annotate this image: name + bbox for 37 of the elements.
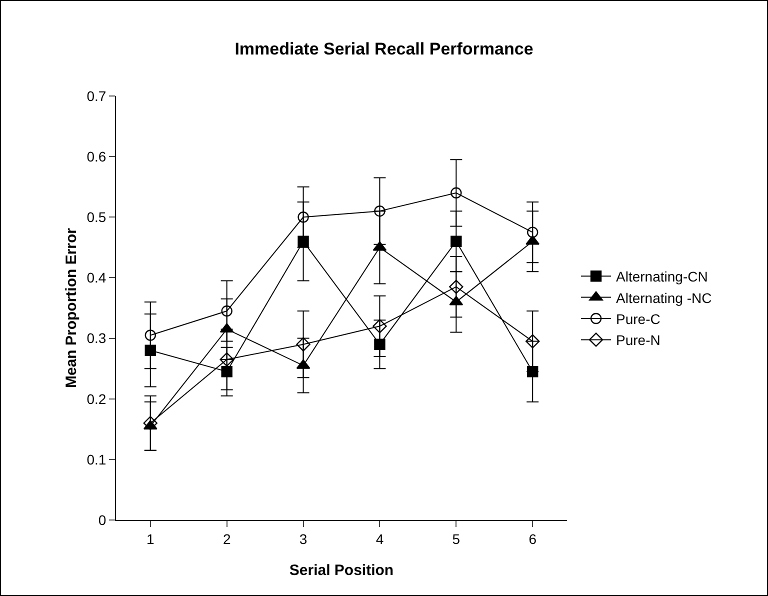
y-tick-label: 0 xyxy=(98,512,106,528)
point xyxy=(450,236,462,247)
x-tick-label: 6 xyxy=(528,530,537,547)
point xyxy=(220,352,234,367)
point xyxy=(449,280,464,294)
point xyxy=(372,319,387,334)
y-tick-label: 0.6 xyxy=(86,148,106,164)
x-tick-label: 4 xyxy=(376,530,384,547)
legend-label: Alternating-CN xyxy=(616,268,708,285)
point xyxy=(221,366,232,378)
x-tick-label: 3 xyxy=(299,530,308,547)
y-tick-label: 0.7 xyxy=(86,88,106,104)
point xyxy=(298,212,309,223)
point xyxy=(527,226,538,238)
x-axis-title: Serial Position xyxy=(289,562,394,579)
point xyxy=(144,330,156,341)
point xyxy=(526,334,540,348)
y-tick-label: 0.1 xyxy=(86,451,106,468)
point xyxy=(298,236,309,247)
legend-label: Pure-N xyxy=(616,332,660,348)
x-tick-label: 2 xyxy=(222,530,231,547)
point xyxy=(450,187,462,199)
legend-label: Alternating -NC xyxy=(616,290,712,306)
legend-label: Pure-C xyxy=(616,310,660,327)
x-tick-label: 1 xyxy=(146,530,154,547)
point xyxy=(296,337,310,352)
y-tick-label: 0.5 xyxy=(86,209,106,226)
point xyxy=(374,205,386,217)
y-tick-label: 0.3 xyxy=(86,330,106,346)
y-tick-label: 0.2 xyxy=(86,390,106,407)
x-tick-label: 5 xyxy=(452,530,460,547)
point xyxy=(221,305,232,317)
y-tick-label: 0.4 xyxy=(86,270,106,286)
y-axis-title: Mean Proportion Error xyxy=(63,228,80,388)
point xyxy=(374,338,386,350)
chart-title: Immediate Serial Recall Performance xyxy=(234,39,534,58)
point xyxy=(143,416,158,430)
